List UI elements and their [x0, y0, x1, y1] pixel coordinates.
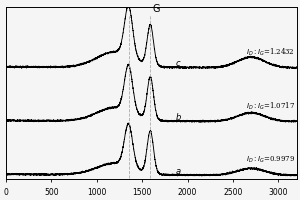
Text: c: c — [176, 59, 180, 68]
Text: a: a — [176, 167, 181, 176]
Text: $\mathit{I}_D$$\mathit{:I}_G$=0.9979: $\mathit{I}_D$$\mathit{:I}_G$=0.9979 — [246, 155, 295, 165]
Text: $\mathit{I}_D$$\mathit{:I}_G$=1.0717: $\mathit{I}_D$$\mathit{:I}_G$=1.0717 — [246, 101, 295, 112]
Text: $\mathit{I}_D$$\mathit{:I}_G$=1.2432: $\mathit{I}_D$$\mathit{:I}_G$=1.2432 — [246, 47, 295, 58]
Text: G: G — [152, 4, 160, 14]
Text: b: b — [176, 113, 181, 122]
